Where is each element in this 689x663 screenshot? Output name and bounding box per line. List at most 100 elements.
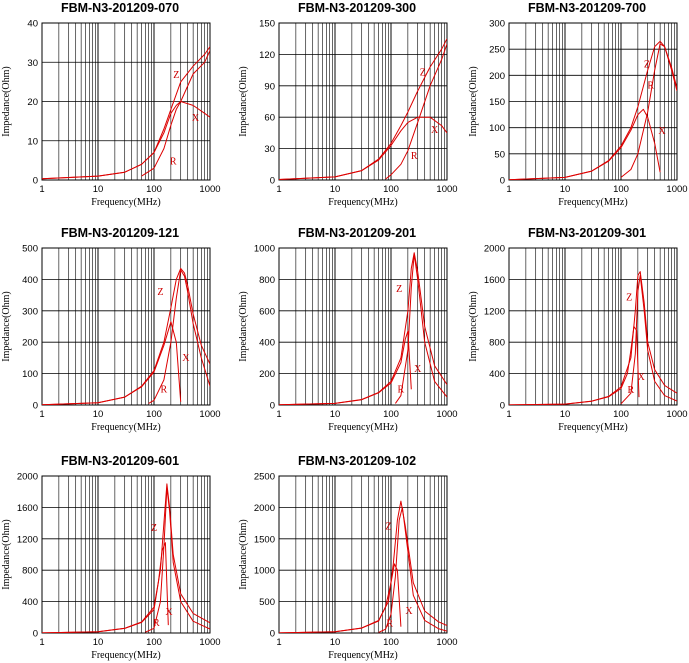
y-tick-label: 300 bbox=[22, 306, 38, 317]
x-axis-label: Frequency(MHz) bbox=[328, 197, 397, 208]
chart-title: FBM-N3-201209-700 bbox=[528, 1, 646, 15]
x-tick-label: 100 bbox=[146, 184, 162, 195]
y-tick-label: 30 bbox=[264, 144, 275, 155]
y-tick-label: 40 bbox=[27, 19, 38, 30]
chart-title: FBM-N3-201209-102 bbox=[298, 454, 416, 468]
y-tick-label: 2000 bbox=[254, 503, 275, 514]
series-x-label: X bbox=[182, 353, 190, 364]
x-tick-label: 1000 bbox=[199, 637, 220, 648]
plot-frame bbox=[278, 22, 448, 181]
y-tick-label: 150 bbox=[259, 19, 275, 30]
y-tick-label: 20 bbox=[27, 97, 38, 108]
y-tick-label: 2000 bbox=[484, 244, 505, 255]
x-tick-label: 100 bbox=[383, 637, 399, 648]
x-tick-label: 1000 bbox=[436, 409, 457, 420]
series-r-line bbox=[385, 43, 447, 180]
x-tick-label: 10 bbox=[93, 409, 104, 420]
x-tick-label: 10 bbox=[330, 637, 341, 648]
series-r-label: R bbox=[647, 80, 654, 91]
series-x-label: X bbox=[405, 606, 413, 617]
y-tick-label: 1500 bbox=[254, 534, 275, 545]
chart-title: FBM-N3-201209-121 bbox=[61, 226, 179, 240]
x-tick-label: 100 bbox=[613, 409, 629, 420]
x-tick-label: 1 bbox=[506, 184, 511, 195]
plot-frame bbox=[41, 475, 211, 634]
chart-panel: FBM-N3-201209-070 0 10 20 30 40 1 10 100 1000 Freq… bbox=[1, 1, 221, 208]
x-tick-label: 100 bbox=[613, 184, 629, 195]
y-tick-label: 1200 bbox=[484, 306, 505, 317]
series-r-line bbox=[394, 253, 447, 404]
x-axis-label: Frequency(MHz) bbox=[91, 650, 160, 661]
y-tick-label: 0 bbox=[270, 176, 275, 187]
x-tick-label: 1000 bbox=[199, 409, 220, 420]
x-tick-label: 1 bbox=[39, 637, 44, 648]
series-x-line bbox=[42, 101, 210, 180]
series-z-label: Z bbox=[151, 523, 157, 534]
chart-title: FBM-N3-201209-300 bbox=[298, 1, 416, 15]
series-x-line bbox=[42, 321, 182, 405]
series-z-label: Z bbox=[644, 59, 650, 70]
chart-panel: FBM-N3-201209-601 0 400 800 1200 1600 2000 1 10 1… bbox=[1, 454, 221, 661]
x-tick-label: 1 bbox=[276, 184, 281, 195]
x-axis-label: Frequency(MHz) bbox=[328, 422, 397, 433]
y-tick-label: 0 bbox=[33, 629, 38, 640]
chart-panel: FBM-N3-201209-201 0 200 400 600 800 1000 1 10 100… bbox=[238, 226, 458, 433]
x-tick-label: 10 bbox=[560, 184, 571, 195]
y-tick-label: 0 bbox=[270, 401, 275, 412]
x-tick-label: 10 bbox=[560, 409, 571, 420]
x-tick-label: 1 bbox=[506, 409, 511, 420]
y-axis-label: Impedance(Ohm) bbox=[238, 291, 249, 362]
x-tick-label: 1000 bbox=[436, 637, 457, 648]
y-tick-label: 300 bbox=[489, 19, 505, 30]
series-z-label: Z bbox=[420, 67, 426, 78]
series-r-line bbox=[141, 50, 210, 177]
y-tick-label: 1600 bbox=[17, 503, 38, 514]
series-x-line bbox=[42, 542, 169, 633]
y-tick-label: 1200 bbox=[17, 534, 38, 545]
y-tick-label: 30 bbox=[27, 58, 38, 69]
y-axis-label: Impedance(Ohm) bbox=[468, 66, 479, 137]
y-tick-label: 100 bbox=[489, 123, 505, 134]
y-tick-label: 400 bbox=[259, 338, 275, 349]
series-r-label: R bbox=[161, 384, 168, 395]
x-tick-label: 10 bbox=[330, 409, 341, 420]
x-axis-label: Frequency(MHz) bbox=[91, 197, 160, 208]
plot-frame bbox=[508, 247, 678, 406]
y-tick-label: 800 bbox=[489, 338, 505, 349]
series-r-label: R bbox=[170, 156, 177, 167]
x-tick-label: 1 bbox=[39, 409, 44, 420]
series-z-label: Z bbox=[157, 287, 163, 298]
y-axis-label: Impedance(Ohm) bbox=[1, 291, 12, 362]
y-tick-label: 2000 bbox=[17, 472, 38, 483]
chart-panel: FBM-N3-201209-102 0 500 1000 1500 2000 2500 1 10… bbox=[238, 454, 458, 661]
series-x-label: X bbox=[431, 125, 439, 136]
x-axis-label: Frequency(MHz) bbox=[558, 422, 627, 433]
series-z-label: Z bbox=[626, 293, 632, 304]
x-tick-label: 1 bbox=[276, 409, 281, 420]
chart-title: FBM-N3-201209-070 bbox=[61, 1, 179, 15]
x-tick-label: 100 bbox=[146, 637, 162, 648]
plot-frame bbox=[41, 247, 211, 406]
y-tick-label: 200 bbox=[22, 338, 38, 349]
y-axis-label: Impedance(Ohm) bbox=[468, 291, 479, 362]
x-tick-label: 10 bbox=[93, 184, 104, 195]
y-tick-label: 50 bbox=[494, 149, 505, 160]
y-tick-label: 120 bbox=[259, 50, 275, 61]
series-x-line bbox=[279, 116, 447, 180]
series-z-label: Z bbox=[385, 521, 391, 532]
y-tick-label: 0 bbox=[33, 176, 38, 187]
series-r-label: R bbox=[411, 151, 418, 162]
chart-title: FBM-N3-201209-301 bbox=[528, 226, 646, 240]
chart-panel: FBM-N3-201209-121 0 100 200 300 400 500 1 10 100 1… bbox=[1, 226, 221, 433]
chart-panel: FBM-N3-201209-301 0 400 800 1200 1600 2000 1 10 1… bbox=[468, 226, 688, 433]
chart-panel: FBM-N3-201209-700 0 50 100 150 200 250 300 1 10 10… bbox=[468, 1, 688, 208]
y-tick-label: 90 bbox=[264, 81, 275, 92]
x-tick-label: 1 bbox=[39, 184, 44, 195]
y-tick-label: 0 bbox=[33, 401, 38, 412]
series-x-line bbox=[509, 108, 661, 180]
x-tick-label: 10 bbox=[330, 184, 341, 195]
y-tick-label: 0 bbox=[270, 629, 275, 640]
y-tick-label: 1600 bbox=[484, 275, 505, 286]
x-tick-label: 100 bbox=[383, 409, 399, 420]
y-axis-label: Impedance(Ohm) bbox=[1, 66, 12, 137]
